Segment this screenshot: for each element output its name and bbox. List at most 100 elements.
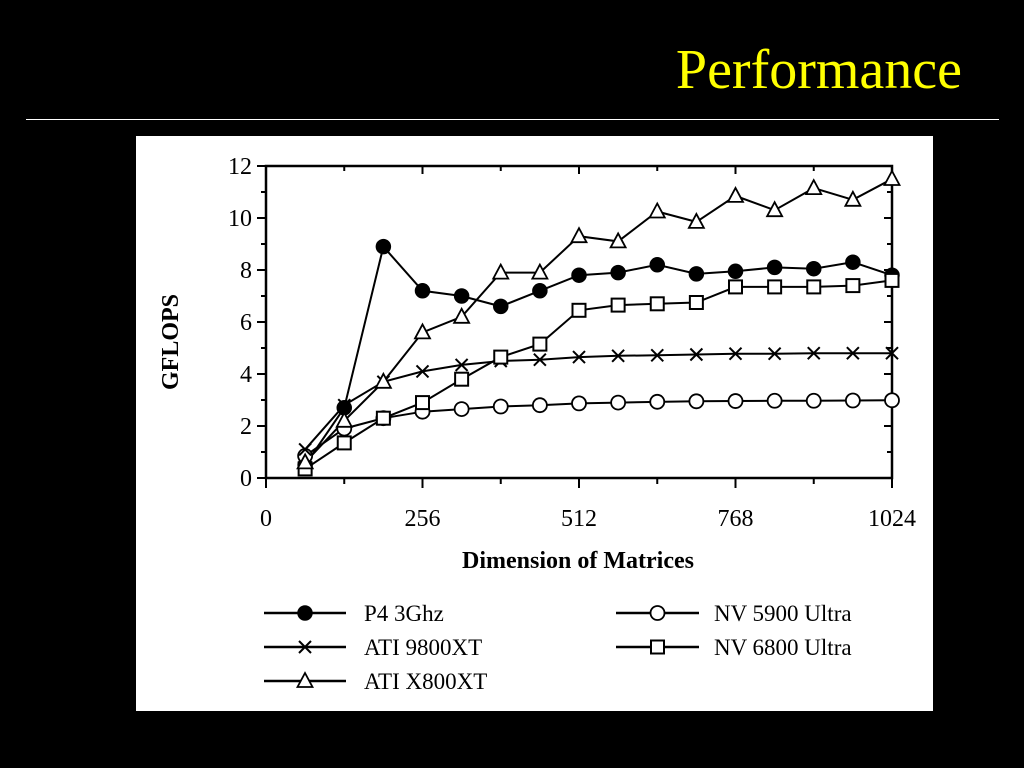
- data-point-p4-3ghz: [766, 259, 783, 276]
- x-tick-label: 512: [561, 506, 597, 532]
- series-line-ati-9800xt: [304, 352, 892, 451]
- x-tick-label: 1024: [868, 506, 916, 532]
- data-point-ati-9800xt: [337, 398, 351, 412]
- data-point-p4-3ghz: [649, 257, 665, 273]
- legend-item-p4-3ghz: P4 3Ghz: [264, 601, 444, 626]
- data-point-ati-x800xt: [452, 306, 471, 324]
- data-point-ati-9800xt: [846, 346, 860, 360]
- data-point-nv-6800-ultra: [884, 272, 900, 288]
- legend-marker: [297, 605, 313, 621]
- data-point-ati-9800xt: [533, 352, 547, 367]
- data-point-nv-6800-ultra: [375, 410, 391, 426]
- legend-marker: [650, 639, 665, 655]
- data-point-ati-9800xt: [885, 346, 899, 360]
- data-point-ati-9800xt: [807, 346, 821, 360]
- data-point-ati-9800xt: [572, 350, 586, 364]
- data-point-p4-3ghz: [532, 283, 548, 299]
- data-point-nv-5900-ultra: [531, 397, 548, 414]
- data-point-nv-6800-ultra: [610, 297, 626, 313]
- data-point-ati-9800xt: [415, 364, 430, 379]
- plot-frame: [264, 164, 894, 480]
- legend-marker: [298, 640, 312, 654]
- legend-item-nv-6800-ultra: NV 6800 Ultra: [616, 635, 852, 660]
- data-point-ati-x800xt: [569, 226, 589, 244]
- data-point-nv-6800-ultra: [767, 279, 783, 295]
- y-tick-label: 12: [228, 154, 252, 180]
- chart-panel: 0 2 4 6 8 10 12 0 256 512 768 1024 P4 3Ghz NV 5900 U…: [136, 136, 933, 711]
- data-point-ati-x800xt: [491, 262, 510, 280]
- data-point-ati-x800xt: [530, 262, 549, 280]
- data-point-ati-9800xt: [611, 349, 625, 363]
- data-point-nv-6800-ultra: [649, 296, 665, 312]
- x-tick-label: 256: [405, 506, 441, 532]
- legend-label: P4 3Ghz: [364, 601, 444, 626]
- data-point-nv-6800-ultra: [454, 371, 470, 387]
- data-point-ati-x800xt: [335, 410, 354, 428]
- data-point-ati-x800xt: [296, 452, 315, 470]
- data-point-ati-9800xt: [689, 347, 704, 362]
- data-point-p4-3ghz: [845, 254, 861, 270]
- legend-label: ATI X800XT: [364, 669, 487, 694]
- data-point-p4-3ghz: [806, 260, 822, 277]
- data-point-ati-x800xt: [374, 371, 393, 389]
- data-point-ati-9800xt: [454, 358, 469, 372]
- legend-label: NV 6800 Ultra: [714, 635, 852, 660]
- data-point-nv-5900-ultra: [727, 393, 744, 409]
- data-point-ati-x800xt: [687, 211, 706, 229]
- data-point-nv-6800-ultra: [493, 349, 509, 365]
- data-point-p4-3ghz: [727, 263, 744, 280]
- data-point-nv-5900-ultra: [884, 392, 900, 409]
- data-point-p4-3ghz: [493, 298, 509, 315]
- data-point-ati-x800xt: [726, 185, 745, 203]
- y-tick-label: 4: [240, 362, 252, 388]
- data-point-nv-6800-ultra: [688, 295, 704, 310]
- y-tick-label: 10: [228, 206, 252, 232]
- legend-marker: [295, 671, 315, 688]
- x-axis-label: Dimension of Matrices: [462, 548, 694, 574]
- data-point-ati-x800xt: [413, 322, 432, 340]
- slide-title: Performance: [675, 39, 962, 101]
- legend-item-ati-x800xt: ATI X800XT: [264, 669, 487, 694]
- data-point-ati-9800xt: [767, 347, 782, 361]
- legend-marker: [649, 605, 666, 621]
- data-point-ati-x800xt: [843, 189, 862, 207]
- data-point-ati-x800xt: [765, 200, 784, 218]
- y-tick-label: 6: [240, 310, 252, 336]
- data-point-nv-6800-ultra: [806, 279, 822, 295]
- legend-label: NV 5900 Ultra: [714, 601, 852, 626]
- x-tick-label: 768: [718, 506, 754, 532]
- data-point-nv-6800-ultra: [532, 336, 548, 352]
- series-line-nv-6800-ultra: [304, 279, 893, 470]
- data-point-nv-6800-ultra: [415, 395, 430, 411]
- data-point-nv-6800-ultra: [728, 279, 743, 295]
- data-point-ati-9800xt: [728, 347, 743, 361]
- data-point-nv-5900-ultra: [492, 398, 509, 415]
- legend-item-ati-9800xt: ATI 9800XT: [264, 635, 482, 660]
- data-point-nv-5900-ultra: [649, 393, 666, 410]
- data-point-ati-x800xt: [882, 169, 902, 186]
- legend-label: ATI 9800XT: [364, 635, 482, 660]
- data-point-nv-5900-ultra: [766, 392, 783, 409]
- data-point-ati-9800xt: [650, 348, 664, 362]
- data-point-nv-6800-ultra: [571, 302, 587, 318]
- data-point-p4-3ghz: [453, 288, 470, 304]
- data-point-ati-x800xt: [609, 231, 628, 249]
- x-tick-label: 0: [260, 506, 272, 532]
- data-point-nv-5900-ultra: [805, 392, 822, 409]
- data-point-p4-3ghz: [610, 264, 626, 281]
- y-tick-label: 0: [240, 466, 252, 492]
- data-point-nv-6800-ultra: [336, 435, 352, 451]
- y-axis-label: GFLOPS: [158, 294, 184, 390]
- series-line-nv-5900-ultra: [304, 399, 893, 457]
- data-point-nv-5900-ultra: [844, 392, 861, 409]
- data-point-ati-9800xt: [298, 442, 312, 457]
- data-point-p4-3ghz: [375, 238, 392, 255]
- data-point-nv-5900-ultra: [610, 394, 627, 411]
- data-point-nv-5900-ultra: [453, 401, 470, 418]
- data-point-p4-3ghz: [688, 266, 705, 282]
- data-point-p4-3ghz: [571, 267, 587, 283]
- performance-line-chart: 0 2 4 6 8 10 12 0 256 512 768 1024 P4 3Ghz NV 5900 U…: [158, 154, 916, 694]
- data-point-nv-6800-ultra: [845, 278, 861, 294]
- title-divider: [26, 119, 999, 120]
- series-line-p4-3ghz: [304, 244, 893, 466]
